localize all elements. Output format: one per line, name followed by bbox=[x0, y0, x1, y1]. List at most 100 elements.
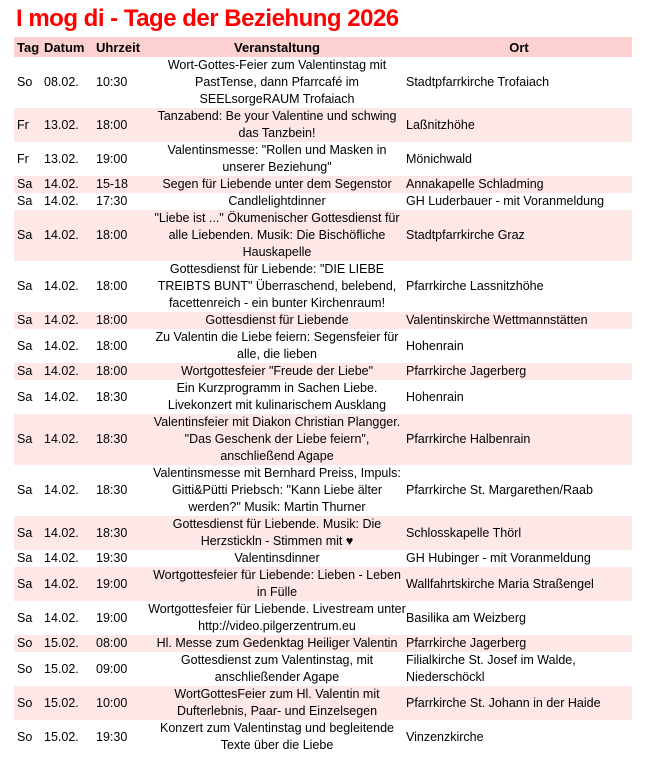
cell-ort: Pfarrkirche Halbenrain bbox=[406, 432, 531, 446]
cell-datum: 14.02. bbox=[44, 228, 79, 242]
cell-uhrzeit: 19:30 bbox=[96, 729, 128, 744]
cell-veranstaltung: Valentinsdinner bbox=[234, 551, 320, 565]
cell-uhrzeit: 19:30 bbox=[96, 551, 128, 565]
cell-tag: Sa bbox=[17, 576, 33, 591]
cell-tag: Sa bbox=[17, 177, 33, 191]
table-row: Sa 14.02. 19:00 Wortgottesfeier für Liebend… bbox=[14, 601, 632, 635]
column-header-tag: Tag bbox=[14, 37, 44, 57]
cell-ort: Pfarrkirche Jagerberg bbox=[406, 636, 527, 650]
cell-tag: Sa bbox=[17, 279, 33, 293]
cell-ort: Vinzenzkirche bbox=[406, 729, 484, 744]
cell-ort: Pfarrkirche St. Johann in der Haide bbox=[406, 695, 601, 710]
cell-datum: 14.02. bbox=[44, 338, 79, 353]
table-row: Fr 13.02. 18:00 Tanzabend: Be your Valentin… bbox=[14, 108, 632, 142]
cell-datum: 14.02. bbox=[44, 525, 79, 540]
cell-veranstaltung: Ein Kurzprogramm in Sachen Liebe. Liveko… bbox=[167, 381, 387, 412]
cell-ort: Hohenrain bbox=[406, 389, 464, 404]
cell-datum: 14.02. bbox=[44, 313, 79, 327]
cell-uhrzeit: 18:00 bbox=[96, 117, 128, 132]
cell-uhrzeit: 18:30 bbox=[96, 432, 128, 446]
cell-tag: Sa bbox=[17, 338, 33, 353]
cell-uhrzeit: 18:30 bbox=[96, 525, 128, 540]
cell-uhrzeit: 15-18 bbox=[96, 177, 128, 191]
cell-tag: Fr bbox=[17, 151, 29, 166]
cell-ort: Annakapelle Schladming bbox=[406, 177, 544, 191]
table-row: So 15.02. 08:00 Hl. Messe zum Gedenktag Hei… bbox=[14, 635, 632, 652]
column-header-ort: Ort bbox=[406, 37, 632, 57]
table-row: Sa 14.02. 18:30 Valentinsmesse mit Bernhard… bbox=[14, 465, 632, 516]
cell-tag: So bbox=[17, 661, 33, 676]
table-row: Sa 14.02. 18:30 Gottesdienst für Liebende. … bbox=[14, 516, 632, 550]
cell-uhrzeit: 19:00 bbox=[96, 151, 128, 166]
table-header-row: Tag Datum Uhrzeit Veranstaltung Ort bbox=[14, 37, 632, 57]
cell-tag: Sa bbox=[17, 389, 33, 404]
table-row: So 15.02. 09:00 Gottesdienst zum Valentinst… bbox=[14, 652, 632, 686]
cell-ort: Filialkirche St. Josef im Walde, Nieders… bbox=[406, 653, 576, 684]
cell-ort: Stadtpfarrkirche Graz bbox=[406, 228, 525, 242]
table-row: Sa 14.02. 18:00 "Liebe ist ..." Ökumenische… bbox=[14, 210, 632, 261]
cell-ort: Pfarrkirche Jagerberg bbox=[406, 364, 527, 378]
cell-uhrzeit: 18:00 bbox=[96, 338, 128, 353]
cell-uhrzeit: 18:00 bbox=[96, 279, 128, 293]
cell-veranstaltung: Wortgottesfeier für Liebende. Livestream… bbox=[148, 602, 406, 633]
cell-uhrzeit: 18:00 bbox=[96, 313, 128, 327]
table-row: Sa 14.02. 18:00 Gottesdienst für Liebende: … bbox=[14, 261, 632, 312]
cell-uhrzeit: 17:30 bbox=[96, 194, 128, 208]
cell-datum: 13.02. bbox=[44, 151, 79, 166]
cell-veranstaltung: Gottesdienst zum Valentinstag, mit ansch… bbox=[180, 653, 374, 684]
cell-tag: Sa bbox=[17, 364, 33, 378]
column-header-datum: Datum bbox=[44, 37, 96, 57]
cell-uhrzeit: 10:30 bbox=[96, 75, 128, 89]
table-row: Sa 14.02. 17:30 Candlelightdinner GH Luderba… bbox=[14, 193, 632, 210]
cell-datum: 08.02. bbox=[44, 75, 79, 89]
cell-veranstaltung: Valentinsfeier mit Diakon Christian Plan… bbox=[153, 415, 401, 463]
cell-ort: Pfarrkirche St. Margarethen/Raab bbox=[406, 483, 593, 497]
cell-datum: 14.02. bbox=[44, 483, 79, 497]
cell-tag: Sa bbox=[17, 432, 33, 446]
cell-ort: Laßnitzhöhe bbox=[406, 117, 475, 132]
cell-datum: 15.02. bbox=[44, 661, 79, 676]
cell-veranstaltung: Wortgottesfeier "Freude der Liebe" bbox=[180, 364, 374, 378]
table-row: Sa 14.02. 18:00 Gottesdienst für Liebende Va… bbox=[14, 312, 632, 329]
cell-tag: Sa bbox=[17, 228, 33, 242]
column-header-uhrzeit: Uhrzeit bbox=[96, 37, 148, 57]
cell-veranstaltung: Valentinsmesse: "Rollen und Masken in un… bbox=[167, 143, 387, 174]
cell-ort: Stadtpfarrkirche Trofaiach bbox=[406, 75, 550, 89]
cell-ort: Valentinskirche Wettmannstätten bbox=[406, 313, 588, 327]
cell-ort: Pfarrkirche Lassnitzhöhe bbox=[406, 279, 544, 293]
cell-datum: 14.02. bbox=[44, 194, 79, 208]
table-row: Sa 14.02. 15-18 Segen für Liebende unter de… bbox=[14, 176, 632, 193]
cell-ort: Mönichwald bbox=[406, 151, 473, 166]
column-header-veranstaltung: Veranstaltung bbox=[148, 37, 406, 57]
cell-veranstaltung: Tanzabend: Be your Valentine und schwing… bbox=[157, 109, 397, 140]
cell-tag: Sa bbox=[17, 194, 33, 208]
table-row: Fr 13.02. 19:00 Valentinsmesse: "Rollen und… bbox=[14, 142, 632, 176]
cell-datum: 13.02. bbox=[44, 117, 79, 132]
cell-veranstaltung: Wortgottesfeier für Liebende: Lieben - L… bbox=[153, 568, 401, 599]
cell-veranstaltung: WortGottesFeier zum Hl. Valentin mit Duf… bbox=[174, 687, 380, 718]
cell-ort: Basilika am Weizberg bbox=[406, 610, 526, 625]
cell-uhrzeit: 10:00 bbox=[96, 695, 128, 710]
cell-tag: Fr bbox=[17, 117, 29, 132]
table-row: Sa 14.02. 18:00 Wortgottesfeier "Freude der… bbox=[14, 363, 632, 380]
cell-ort: Wallfahrtskirche Maria Straßengel bbox=[406, 576, 594, 591]
cell-datum: 14.02. bbox=[44, 610, 79, 625]
cell-ort: GH Hubinger - mit Voranmeldung bbox=[406, 551, 591, 565]
cell-veranstaltung: Valentinsmesse mit Bernhard Preiss, Impu… bbox=[153, 466, 401, 514]
cell-uhrzeit: 18:30 bbox=[96, 483, 128, 497]
table-row: So 15.02. 19:30 Konzert zum Valentinstag un… bbox=[14, 720, 632, 754]
cell-datum: 14.02. bbox=[44, 576, 79, 591]
cell-uhrzeit: 18:00 bbox=[96, 228, 128, 242]
cell-datum: 14.02. bbox=[44, 432, 79, 446]
cell-uhrzeit: 18:30 bbox=[96, 389, 128, 404]
events-table: Tag Datum Uhrzeit Veranstaltung Ort So 08… bbox=[14, 37, 632, 754]
table-row: So 15.02. 10:00 WortGottesFeier zum Hl. Val… bbox=[14, 686, 632, 720]
cell-tag: Sa bbox=[17, 525, 33, 540]
cell-datum: 15.02. bbox=[44, 695, 79, 710]
cell-datum: 14.02. bbox=[44, 364, 79, 378]
cell-datum: 14.02. bbox=[44, 279, 79, 293]
cell-tag: Sa bbox=[17, 551, 33, 565]
table-row: Sa 14.02. 18:00 Zu Valentin die Liebe feier… bbox=[14, 329, 632, 363]
cell-veranstaltung: Gottesdienst für Liebende: "DIE LIEBE TR… bbox=[157, 262, 397, 310]
cell-veranstaltung: "Liebe ist ..." Ökumenischer Gottesdiens… bbox=[154, 211, 400, 259]
